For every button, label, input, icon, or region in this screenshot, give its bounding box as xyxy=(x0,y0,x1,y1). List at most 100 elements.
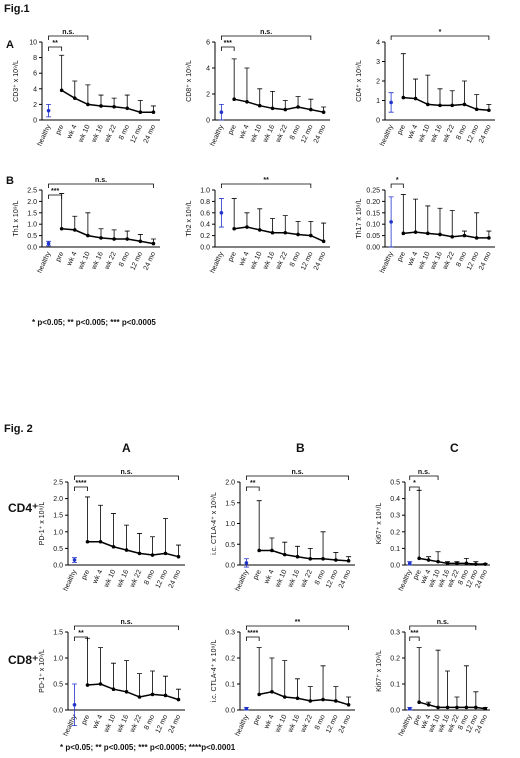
error-bar xyxy=(413,198,419,233)
data-point xyxy=(334,558,338,562)
x-tick-label: 24 mo xyxy=(168,569,183,590)
significance-bracket xyxy=(74,636,88,641)
data-point xyxy=(219,110,224,114)
data-point xyxy=(321,110,326,114)
y-tick-label: 0.5 xyxy=(27,233,37,240)
y-tick-label: 2.0 xyxy=(225,480,235,487)
data-point xyxy=(245,100,249,104)
data-point xyxy=(346,559,351,563)
data-point xyxy=(407,706,412,711)
y-tick-label: 0.0 xyxy=(53,708,63,715)
data-point xyxy=(244,706,249,711)
data-point xyxy=(474,107,479,112)
x-tick-label: pre xyxy=(397,251,408,263)
data-point xyxy=(137,695,142,699)
error-bar xyxy=(320,665,326,700)
y-tick-label: 0.1 xyxy=(390,546,400,553)
data-point xyxy=(86,233,90,238)
x-tick-label: wk 10 xyxy=(249,251,264,272)
significance-bracket xyxy=(48,183,154,188)
error-bar xyxy=(98,94,104,106)
data-point xyxy=(450,234,455,239)
error-bar xyxy=(400,53,406,98)
error-bar xyxy=(413,78,419,99)
x-tick-label: wk 22 xyxy=(129,569,144,590)
significance-bracket xyxy=(220,35,312,40)
data-point xyxy=(112,104,116,109)
x-tick-label: pre xyxy=(252,714,263,726)
data-point xyxy=(474,236,479,240)
x-tick-label: healthy xyxy=(234,568,250,592)
y-tick-label: 0.4 xyxy=(390,496,400,503)
data-point xyxy=(46,241,51,246)
y-tick-label: 1.0 xyxy=(53,656,63,663)
error-bar xyxy=(72,80,78,99)
y-axis-label: Th17 x 10⁹/L xyxy=(356,198,363,238)
x-tick-label: pre xyxy=(55,251,66,263)
data-point xyxy=(413,96,418,101)
data-point xyxy=(282,695,287,699)
error-bar xyxy=(244,212,250,228)
data-point xyxy=(99,104,103,108)
significance-bracket xyxy=(245,475,350,480)
x-tick-label: 24 mo xyxy=(143,124,158,145)
error-bar xyxy=(400,194,406,234)
data-point xyxy=(282,552,287,557)
data-point xyxy=(309,107,313,112)
data-point xyxy=(413,230,418,234)
error-bar xyxy=(449,90,455,106)
x-tick-label: 8 mo xyxy=(289,251,302,268)
data-point xyxy=(72,228,77,232)
significance-label: n.s. xyxy=(95,177,107,184)
data-point xyxy=(346,703,351,707)
data-point xyxy=(219,211,224,215)
data-point xyxy=(125,106,130,111)
column-label: C xyxy=(450,441,459,455)
y-tick-label: 2.5 xyxy=(27,188,37,195)
x-tick-label: wk 22 xyxy=(129,714,144,735)
x-tick-label: healthy xyxy=(379,250,395,274)
x-tick-label: pre xyxy=(412,569,423,581)
y-tick-label: 0.6 xyxy=(200,210,210,217)
x-tick-label: 24 mo xyxy=(313,124,328,145)
data-point xyxy=(176,697,181,702)
error-bar xyxy=(137,100,143,113)
error-bar xyxy=(257,208,263,230)
data-point xyxy=(450,103,455,108)
significance-bracket xyxy=(74,625,179,630)
error-bar xyxy=(256,500,262,551)
data-point xyxy=(72,703,77,707)
error-bar xyxy=(333,686,339,701)
error-bar xyxy=(307,686,313,701)
y-axis-label: PD-1⁺ x 10⁹/L xyxy=(39,649,46,693)
significance-bracket xyxy=(245,625,350,630)
data-point xyxy=(85,683,90,687)
y-axis-label: i.c. CTLA-4⁺ x 10⁹/L xyxy=(211,492,218,555)
data-point xyxy=(86,102,90,107)
data-point xyxy=(309,233,313,238)
data-point xyxy=(72,96,77,100)
error-bar xyxy=(163,518,168,554)
data-point xyxy=(125,237,130,241)
x-tick-label: 24 mo xyxy=(338,569,353,590)
y-tick-label: 0.00 xyxy=(366,245,380,252)
error-bar xyxy=(59,193,65,229)
data-point xyxy=(462,233,467,238)
data-point xyxy=(283,107,288,112)
data-point xyxy=(321,556,325,561)
error-bar xyxy=(295,678,300,699)
x-tick-label: wk 4 xyxy=(238,124,251,141)
data-point xyxy=(401,95,406,100)
data-point xyxy=(111,544,116,549)
error-bar xyxy=(435,649,441,708)
y-tick-label: 0.0 xyxy=(225,563,235,570)
x-tick-label: 8 mo xyxy=(143,714,156,731)
x-tick-label: wk 4 xyxy=(91,569,104,586)
x-tick-label: wk 10 xyxy=(103,569,118,590)
significance-bracket xyxy=(220,46,235,51)
x-tick-label: wk 10 xyxy=(274,714,289,735)
data-point xyxy=(426,703,431,707)
error-bar xyxy=(474,94,480,110)
error-bar xyxy=(72,215,78,230)
error-bar xyxy=(308,220,314,236)
